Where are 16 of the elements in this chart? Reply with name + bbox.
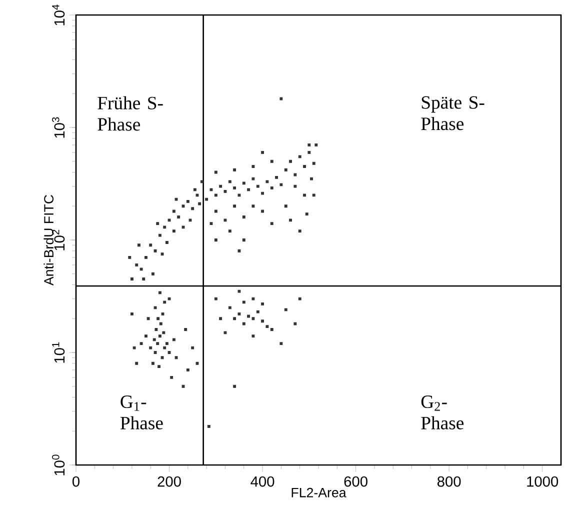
x-tick-label: 1000 [527, 476, 558, 487]
annotation: G$_{2}$-Phase [421, 396, 464, 430]
x-tick-label: 600 [344, 476, 368, 487]
annotation: Späte S-Phase [421, 96, 484, 130]
y-tick-label: 10$^{3}$ [52, 117, 65, 138]
y-tick-label: 10$^{0}$ [52, 454, 65, 476]
y-axis-title: Anti-BrdU FITC [44, 194, 54, 286]
x-tick-label: 400 [250, 476, 274, 487]
annotation: G$_{1}$-Phase [120, 396, 163, 430]
x-axis-title: FL2-Area [292, 488, 346, 498]
y-tick-label: 10$^{1}$ [52, 342, 65, 363]
annotation: Frühe S-Phase [98, 96, 163, 131]
y-tick-label: 10$^{4}$ [52, 4, 65, 26]
x-tick-label: 800 [437, 476, 461, 487]
x-tick-label: 0 [72, 476, 80, 487]
x-tick-label: 200 [158, 476, 181, 487]
